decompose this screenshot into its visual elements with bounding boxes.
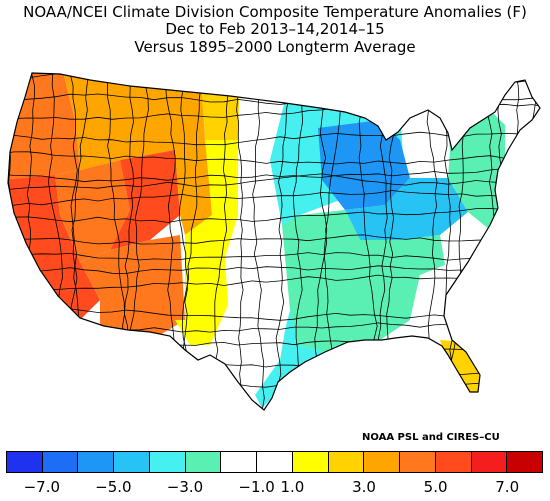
color-swatch-7 bbox=[257, 452, 293, 472]
scale-tick-label: −7.0 bbox=[23, 478, 61, 496]
credit-label: NOAA PSL and CIRES–CU bbox=[362, 432, 500, 443]
color-swatch-2 bbox=[78, 452, 115, 472]
scale-tick-label: −3.0 bbox=[166, 478, 204, 496]
region-colorado-plateau bbox=[110, 150, 180, 250]
scale-tick-label: −5.0 bbox=[95, 478, 132, 496]
color-swatch-9 bbox=[328, 452, 365, 472]
map-subtitle-baseline: Versus 1895–2000 Longterm Average bbox=[134, 38, 416, 56]
color-swatch-0 bbox=[7, 452, 43, 472]
us-anomaly-map bbox=[7, 72, 541, 411]
region-great-lakes bbox=[318, 120, 410, 210]
scale-tick-label: 5.0 bbox=[423, 478, 448, 496]
region-high-plains bbox=[185, 140, 238, 262]
region-mid-south bbox=[282, 210, 445, 352]
region-southeast bbox=[410, 230, 490, 330]
region-front-range bbox=[175, 140, 212, 235]
color-swatch-1 bbox=[42, 452, 79, 472]
scale-tick-label: 7.0 bbox=[495, 478, 520, 496]
region-new-england bbox=[500, 80, 540, 125]
scale-tick-label: 1.0 bbox=[280, 478, 305, 496]
color-scale-bar bbox=[6, 451, 543, 473]
color-swatch-13 bbox=[471, 452, 508, 472]
color-swatch-3 bbox=[114, 452, 150, 472]
region-ohio-valley bbox=[345, 178, 468, 240]
scale-tick-label: −1.0 bbox=[238, 478, 275, 496]
color-swatch-12 bbox=[435, 452, 472, 472]
color-swatch-4 bbox=[149, 452, 186, 472]
color-swatch-5 bbox=[185, 452, 222, 472]
color-swatch-8 bbox=[292, 452, 329, 472]
region-gulf-coast bbox=[255, 310, 325, 408]
map-subtitle-period: Dec to Feb 2013–14,2014–15 bbox=[165, 20, 385, 38]
region-southwest bbox=[80, 235, 185, 335]
map-title: NOAA/NCEI Climate Division Composite Tem… bbox=[23, 3, 527, 21]
color-swatch-10 bbox=[364, 452, 401, 472]
color-scale-labels: −7.0 −5.0 −3.0 −1.0 1.0 3.0 5.0 7.0 bbox=[6, 478, 543, 498]
color-swatch-14 bbox=[507, 452, 543, 472]
color-swatch-6 bbox=[221, 452, 258, 472]
color-swatch-11 bbox=[400, 452, 436, 472]
scale-tick-label: 3.0 bbox=[352, 478, 376, 496]
